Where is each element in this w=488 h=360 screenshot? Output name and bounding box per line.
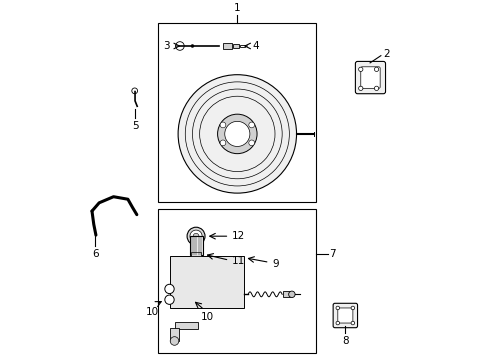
Bar xyxy=(189,236,203,255)
Circle shape xyxy=(170,337,179,345)
Bar xyxy=(158,209,316,353)
Circle shape xyxy=(164,295,174,304)
Bar xyxy=(170,328,179,341)
Circle shape xyxy=(350,321,354,325)
Circle shape xyxy=(220,140,225,146)
Bar xyxy=(170,256,244,308)
Text: 9: 9 xyxy=(272,259,278,269)
Circle shape xyxy=(374,86,378,90)
Circle shape xyxy=(358,86,362,90)
Text: 10: 10 xyxy=(145,307,159,317)
Circle shape xyxy=(191,45,194,48)
Text: 10: 10 xyxy=(200,312,213,322)
FancyBboxPatch shape xyxy=(332,303,357,328)
Text: 1: 1 xyxy=(234,3,240,13)
Circle shape xyxy=(189,230,202,242)
FancyBboxPatch shape xyxy=(337,308,352,323)
Circle shape xyxy=(224,121,249,147)
Bar xyxy=(158,23,316,202)
Circle shape xyxy=(335,321,339,325)
Circle shape xyxy=(220,122,225,128)
Circle shape xyxy=(132,88,137,94)
Circle shape xyxy=(248,140,254,146)
Circle shape xyxy=(193,233,199,239)
Text: 11: 11 xyxy=(231,256,244,266)
Text: 12: 12 xyxy=(231,231,244,241)
Circle shape xyxy=(374,67,378,72)
Bar xyxy=(282,292,290,297)
Text: 3: 3 xyxy=(163,41,169,51)
Text: 6: 6 xyxy=(92,249,98,259)
Circle shape xyxy=(248,122,254,128)
Circle shape xyxy=(288,291,294,298)
Text: 8: 8 xyxy=(341,336,348,346)
FancyBboxPatch shape xyxy=(360,67,379,88)
Circle shape xyxy=(217,114,257,154)
Bar xyxy=(174,321,198,329)
Circle shape xyxy=(350,306,354,310)
Text: 7: 7 xyxy=(329,249,335,259)
Text: 4: 4 xyxy=(252,41,259,51)
Text: 5: 5 xyxy=(132,121,139,131)
Bar xyxy=(233,44,239,48)
Circle shape xyxy=(178,75,296,193)
Bar xyxy=(240,45,244,48)
Circle shape xyxy=(335,306,339,310)
Bar xyxy=(223,44,231,49)
Bar xyxy=(190,252,201,256)
Circle shape xyxy=(187,227,204,245)
FancyBboxPatch shape xyxy=(355,62,385,94)
Circle shape xyxy=(358,67,362,72)
Circle shape xyxy=(164,284,174,294)
Circle shape xyxy=(175,42,184,50)
Text: 2: 2 xyxy=(382,49,389,59)
